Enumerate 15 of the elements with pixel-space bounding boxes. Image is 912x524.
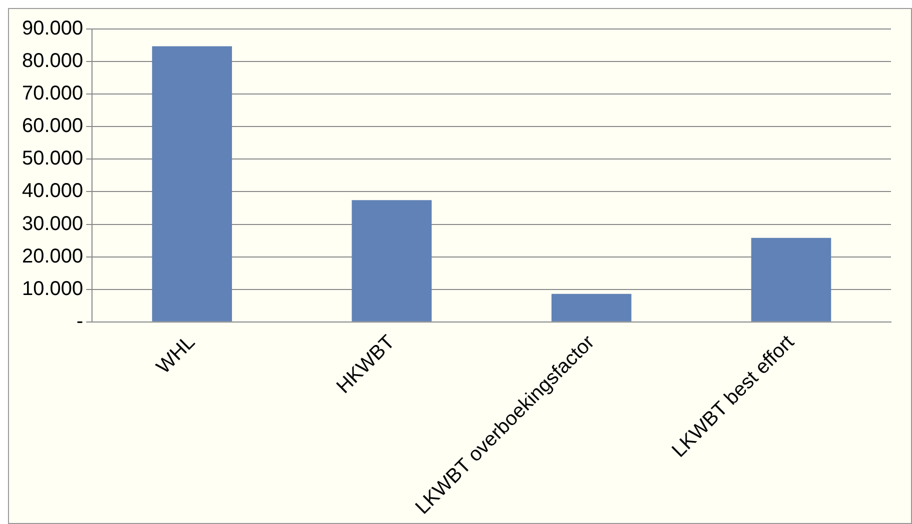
y-tick-label: 40.000 <box>22 180 84 202</box>
y-tick-label: 70.000 <box>22 82 84 105</box>
y-tick-label: 60.000 <box>22 115 84 138</box>
y-tick-label: 80.000 <box>22 50 84 72</box>
bar <box>751 238 832 322</box>
bar <box>552 294 632 322</box>
x-tick-label: WHL <box>152 331 200 378</box>
y-tick-label: 50.000 <box>22 148 84 170</box>
y-tick-label: 20.000 <box>22 245 84 268</box>
y-tick-label: 10.000 <box>22 278 84 300</box>
bar <box>152 46 232 322</box>
y-tick-label: - <box>76 310 84 332</box>
y-tick-label: 90.000 <box>22 18 84 40</box>
bar <box>352 200 432 322</box>
y-tick-label: 30.000 <box>22 212 84 235</box>
